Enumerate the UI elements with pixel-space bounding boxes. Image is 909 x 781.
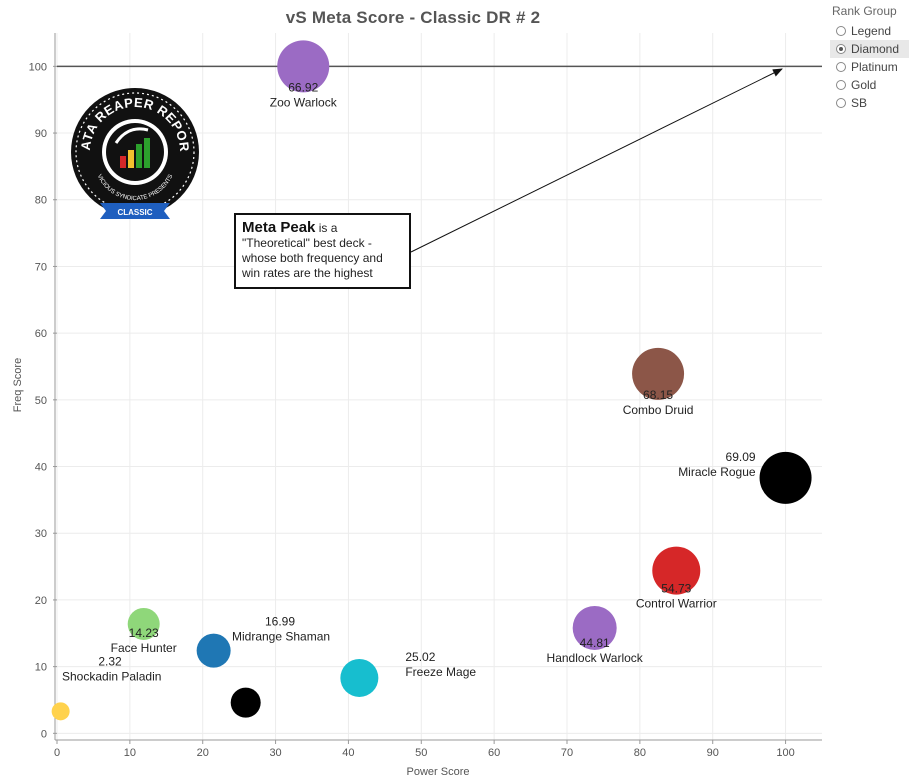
- point-deck-label: Zoo Warlock: [270, 95, 338, 109]
- y-tick-label: 80: [35, 195, 47, 207]
- y-tick-label: 100: [29, 61, 47, 73]
- callout-body-text: is a "Theoretical" best deck - whose bot…: [242, 221, 383, 280]
- point-score-label: 68.15: [643, 388, 673, 402]
- axis-ticks: 0 10 20 30 40 50 60 70 80 90 100 0 10 20 30 40 50 60 70 80 9…: [29, 61, 795, 759]
- x-tick-label: 10: [124, 747, 136, 759]
- rank-option-platinum[interactable]: Platinum: [830, 58, 909, 76]
- y-tick-label: 90: [35, 128, 47, 140]
- data-point[interactable]: [230, 687, 261, 718]
- point-deck-label: Freeze Mage: [405, 665, 476, 679]
- y-tick-label: 0: [41, 728, 47, 740]
- rank-option-label: Diamond: [851, 42, 900, 56]
- radio-icon[interactable]: [836, 80, 846, 90]
- x-tick-label: 70: [561, 747, 573, 759]
- radio-icon[interactable]: [836, 44, 846, 54]
- x-tick-label: 50: [415, 747, 427, 759]
- rank-option-label: SB: [851, 96, 868, 110]
- y-tick-label: 20: [35, 595, 47, 607]
- rank-group-heading: Rank Group: [832, 4, 897, 18]
- point-score-label: 25.02: [405, 650, 435, 664]
- rank-option-sb[interactable]: SB: [830, 94, 909, 112]
- rank-option-diamond[interactable]: Diamond: [830, 40, 909, 58]
- point-deck-label: Combo Druid: [623, 403, 694, 417]
- rank-option-legend[interactable]: Legend: [830, 22, 909, 40]
- data-point[interactable]: [51, 702, 70, 721]
- callout-bold-text: Meta Peak: [242, 219, 316, 236]
- point-deck-label: Midrange Shaman: [232, 630, 330, 644]
- point-score-label: 44.81: [580, 636, 610, 650]
- rank-option-label: Legend: [851, 24, 892, 38]
- point-deck-label: Face Hunter: [111, 641, 177, 655]
- x-tick-label: 90: [707, 747, 719, 759]
- y-tick-label: 50: [35, 395, 47, 407]
- data-point[interactable]: [277, 40, 330, 93]
- x-tick-label: 20: [197, 747, 209, 759]
- point-deck-label: Shockadin Paladin: [62, 669, 161, 683]
- x-tick-label: 60: [488, 747, 500, 759]
- callout-arrow: [410, 68, 783, 253]
- data-point[interactable]: [632, 347, 685, 400]
- y-tick-label: 30: [35, 528, 47, 540]
- point-score-label: 2.32: [98, 654, 122, 668]
- rank-option-label: Gold: [851, 78, 877, 92]
- rank-option-label: Platinum: [851, 60, 898, 74]
- point-deck-label: Handlock Warlock: [547, 651, 644, 665]
- point-score-label: 54.73: [661, 582, 691, 596]
- y-tick-label: 70: [35, 261, 47, 273]
- data-reaper-report-logo: DATA REAPER REPORT VICIOUS SYNDICATE PRE…: [68, 85, 199, 219]
- data-point[interactable]: [572, 605, 617, 650]
- y-tick-label: 60: [35, 328, 47, 340]
- data-point[interactable]: [127, 607, 160, 640]
- x-tick-label: 40: [342, 747, 354, 759]
- meta-peak-callout: Meta Peak is a "Theoretical" best deck -…: [234, 213, 411, 289]
- x-tick-label: 30: [269, 747, 281, 759]
- y-tick-label: 40: [35, 462, 47, 474]
- radio-icon[interactable]: [836, 98, 846, 108]
- x-tick-label: 0: [54, 747, 60, 759]
- radio-icon[interactable]: [836, 26, 846, 36]
- rank-option-gold[interactable]: Gold: [830, 76, 909, 94]
- x-tick-label: 100: [776, 747, 794, 759]
- data-point[interactable]: [196, 633, 231, 668]
- y-tick-label: 10: [35, 662, 47, 674]
- radio-icon[interactable]: [836, 62, 846, 72]
- y-axis-label: Freq Score: [12, 358, 24, 412]
- svg-text:CLASSIC: CLASSIC: [117, 208, 152, 217]
- point-deck-label: Miracle Rogue: [678, 465, 756, 479]
- x-tick-label: 80: [634, 747, 646, 759]
- point-score-label: 14.23: [129, 626, 159, 640]
- point-deck-label: Control Warrior: [636, 597, 717, 611]
- point-score-label: 69.09: [726, 450, 756, 464]
- chart-title: vS Meta Score - Classic DR # 2: [285, 8, 541, 27]
- data-point[interactable]: [340, 658, 379, 697]
- point-score-label: 66.92: [288, 80, 318, 94]
- data-point[interactable]: [652, 546, 701, 595]
- data-point[interactable]: [759, 451, 812, 504]
- point-score-label: 16.99: [265, 615, 295, 629]
- x-axis-label: Power Score: [407, 766, 470, 778]
- rank-group-filter: Rank Group Legend Diamond Platinum Gold SB: [830, 2, 909, 112]
